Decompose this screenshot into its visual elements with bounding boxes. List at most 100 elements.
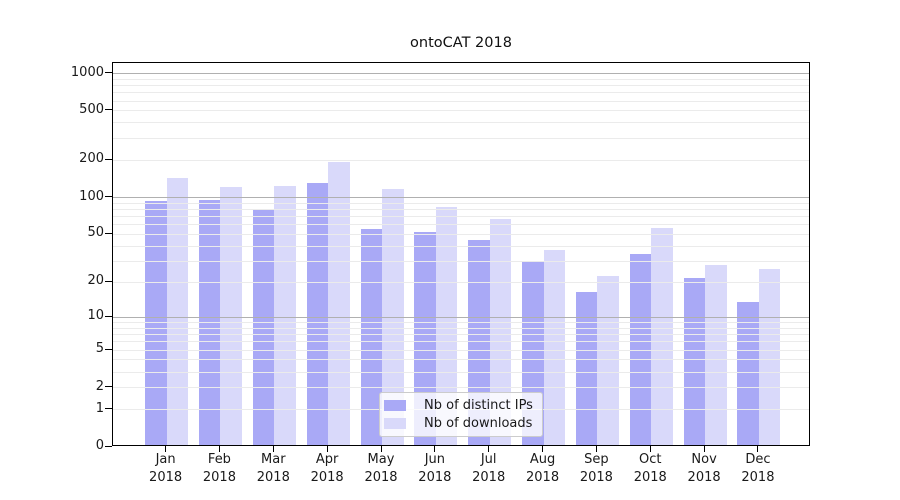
x-tick-label-mar: Mar 2018 — [256, 452, 290, 485]
y-tick-label-1000: 1000 — [70, 64, 104, 80]
y-tick-mark-20 — [105, 280, 112, 282]
y-tick-mark-1 — [105, 408, 112, 410]
legend-swatch-distinct-ips — [384, 400, 406, 411]
gridline-minor-600 — [113, 100, 809, 102]
gridline-minor-400 — [113, 122, 809, 124]
legend-label-downloads: Nb of downloads — [424, 416, 533, 431]
y-tick-label-1: 1 — [95, 400, 104, 416]
y-tick-mark-100 — [105, 196, 112, 197]
y-tick-mark-500 — [105, 109, 112, 111]
x-tick-mark-jul — [488, 446, 490, 452]
bar-nb-of-downloads-aug — [543, 249, 566, 445]
gridline-minor-700 — [113, 92, 809, 94]
legend-item-downloads: Nb of downloads — [384, 416, 536, 431]
gridline-minor-50 — [113, 233, 809, 235]
x-tick-label-jan: Jan 2018 — [149, 452, 183, 485]
gridline-minor-8 — [113, 327, 809, 329]
gridline-minor-4 — [113, 359, 809, 361]
y-tick-mark-5 — [105, 348, 112, 350]
y-tick-label-5: 5 — [95, 341, 104, 357]
legend-item-distinct-ips: Nb of distinct IPs — [384, 398, 536, 413]
gridline-major-1000 — [113, 73, 809, 75]
bar-nb-of-downloads-feb — [220, 186, 242, 445]
y-tick-mark-1000 — [105, 72, 112, 74]
x-tick-mark-feb — [218, 446, 220, 452]
y-tick-mark-10 — [105, 315, 112, 317]
x-tick-label-jun: Jun 2018 — [418, 452, 452, 485]
legend-swatch-downloads — [384, 418, 406, 429]
bar-nb-of-distinct-ips-jan — [145, 201, 167, 445]
y-tick-mark-50 — [105, 232, 112, 234]
x-tick-mark-aug — [542, 446, 544, 452]
y-tick-label-50: 50 — [87, 225, 104, 241]
bar-nb-of-downloads-apr — [328, 162, 350, 445]
x-tick-mark-sep — [595, 446, 597, 452]
gridline-minor-6 — [113, 341, 809, 343]
bar-nb-of-distinct-ips-mar — [252, 209, 275, 445]
x-tick-label-oct: Oct 2018 — [633, 452, 667, 485]
bar-nb-of-distinct-ips-dec — [737, 302, 759, 445]
x-tick-label-nov: Nov 2018 — [687, 452, 721, 485]
gridline-minor-70 — [113, 216, 809, 218]
gridline-minor-500 — [113, 110, 809, 112]
bar-nb-of-downloads-mar — [274, 185, 296, 445]
bar-nb-of-distinct-ips-jun — [414, 232, 436, 445]
y-tick-label-100: 100 — [79, 188, 104, 204]
x-tick-label-sep: Sep 2018 — [579, 452, 613, 485]
gridline-minor-300 — [113, 137, 809, 139]
gridline-major-10 — [113, 316, 809, 318]
y-tick-label-2: 2 — [95, 378, 104, 394]
x-tick-mark-mar — [272, 446, 274, 452]
bar-nb-of-downloads-jan — [166, 177, 189, 445]
gridline-minor-60 — [113, 224, 809, 226]
y-tick-label-10: 10 — [87, 308, 104, 324]
gridline-minor-9 — [113, 322, 809, 324]
gridline-minor-800 — [113, 85, 809, 87]
legend-label-distinct-ips: Nb of distinct IPs — [424, 398, 533, 413]
bar-nb-of-downloads-nov — [705, 264, 727, 445]
x-tick-mark-apr — [326, 446, 328, 452]
gridline-major-100 — [113, 197, 809, 198]
y-tick-mark-2 — [105, 386, 112, 388]
gridline-minor-3 — [113, 371, 809, 373]
x-tick-label-jul: Jul 2018 — [472, 452, 506, 485]
x-tick-mark-jan — [165, 446, 167, 452]
bar-nb-of-downloads-jun — [435, 207, 458, 445]
chart-title: ontoCAT 2018 — [410, 35, 512, 51]
x-tick-mark-nov — [703, 446, 705, 452]
bar-nb-of-downloads-dec — [758, 268, 781, 445]
y-tick-label-20: 20 — [87, 273, 104, 289]
plot-area — [112, 62, 810, 446]
bar-nb-of-distinct-ips-nov — [683, 277, 706, 445]
x-tick-label-aug: Aug 2018 — [526, 452, 560, 485]
gridline-minor-7 — [113, 334, 809, 336]
x-tick-label-feb: Feb 2018 — [202, 452, 236, 485]
gridline-minor-2 — [113, 387, 809, 389]
x-tick-mark-jun — [434, 446, 436, 452]
gridline-minor-5 — [113, 349, 809, 351]
y-tick-label-0: 0 — [95, 438, 104, 453]
gridline-minor-200 — [113, 159, 809, 161]
y-tick-mark-200 — [105, 158, 112, 160]
y-tick-mark-0 — [105, 445, 112, 447]
x-tick-label-apr: Apr 2018 — [310, 452, 344, 485]
gridline-minor-30 — [113, 260, 809, 262]
gridline-minor-80 — [113, 208, 809, 210]
y-tick-label-200: 200 — [79, 151, 104, 167]
x-tick-label-may: May 2018 — [364, 452, 398, 485]
x-tick-mark-may — [380, 446, 382, 452]
x-tick-label-dec: Dec 2018 — [741, 452, 775, 485]
y-tick-label-500: 500 — [79, 101, 104, 117]
x-tick-mark-dec — [757, 446, 759, 452]
bar-nb-of-downloads-jul — [489, 218, 512, 445]
gridline-minor-40 — [113, 245, 809, 247]
x-tick-mark-oct — [649, 446, 651, 452]
gridline-minor-900 — [113, 78, 809, 80]
legend: Nb of distinct IPs Nb of downloads — [379, 392, 543, 437]
bar-nb-of-distinct-ips-apr — [306, 182, 329, 445]
bar-nb-of-distinct-ips-sep — [575, 291, 598, 445]
gridline-minor-90 — [113, 202, 809, 204]
bar-nb-of-distinct-ips-may — [360, 229, 382, 445]
gridline-minor-20 — [113, 281, 809, 283]
